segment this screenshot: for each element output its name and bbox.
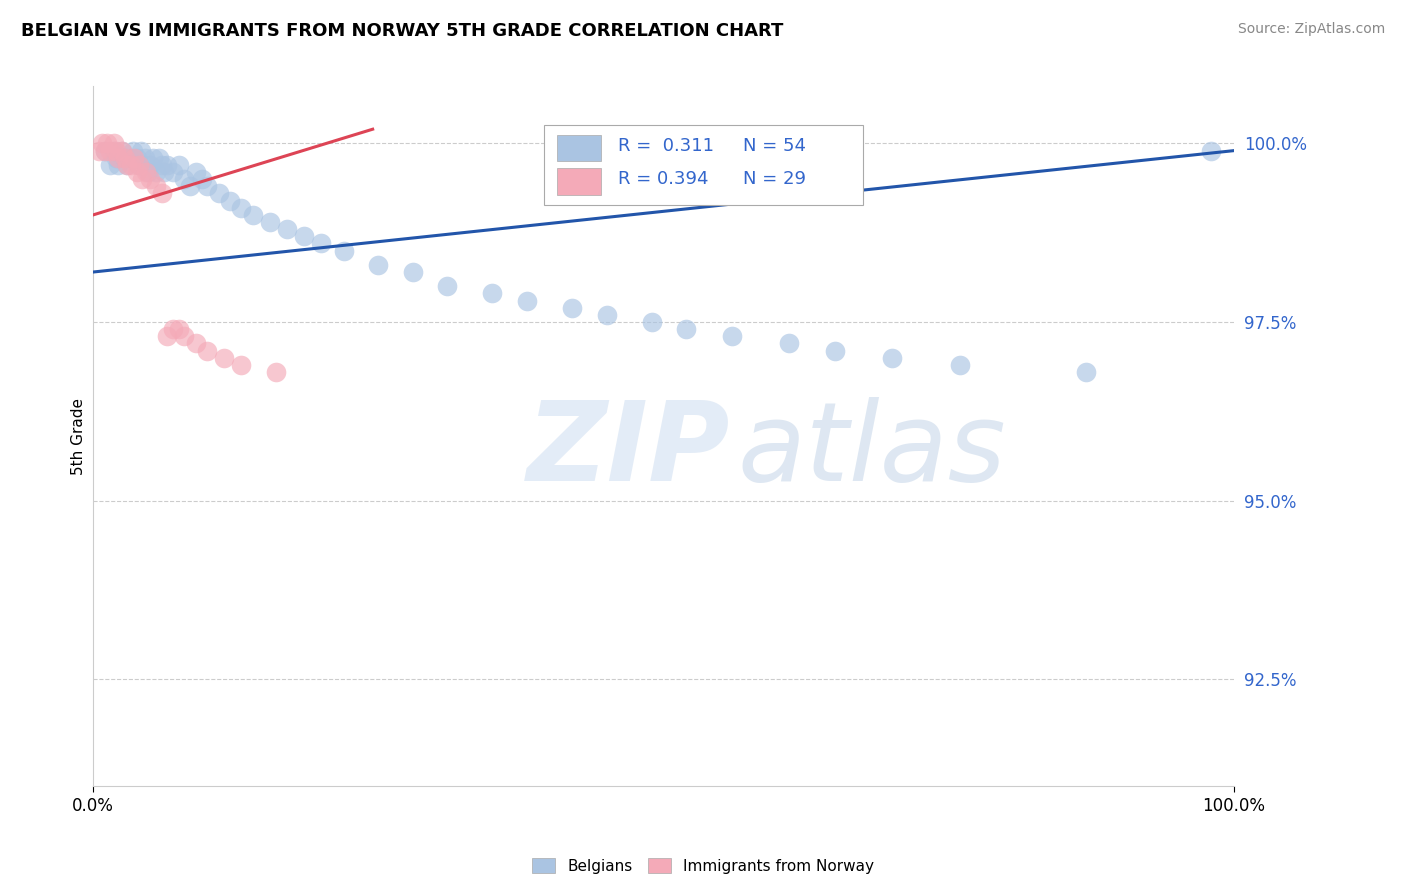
Point (122, 144, 145, 158)
Point (264, 365, 287, 379)
Point (91, 136, 114, 151)
Point (481, 286, 503, 301)
Point (167, 322, 190, 336)
Text: R =  0.311: R = 0.311 (617, 136, 714, 155)
Point (641, 315, 664, 329)
FancyBboxPatch shape (544, 125, 863, 205)
Point (561, 301, 583, 315)
Point (179, 179, 201, 194)
Point (141, 151, 163, 165)
Point (93, 144, 115, 158)
Point (111, 144, 134, 158)
Point (145, 165, 167, 179)
Point (162, 165, 184, 179)
Point (231, 358, 253, 372)
Point (103, 144, 125, 158)
Y-axis label: 5th Grade: 5th Grade (72, 398, 86, 475)
Point (98, 158, 121, 172)
Point (156, 329, 179, 343)
Point (173, 172, 195, 186)
Point (276, 222, 298, 236)
Text: Source: ZipAtlas.com: Source: ZipAtlas.com (1237, 22, 1385, 37)
Legend: Belgians, Immigrants from Norway: Belgians, Immigrants from Norway (526, 852, 880, 880)
Point (824, 343, 846, 358)
Point (134, 151, 156, 165)
Point (675, 322, 697, 336)
Bar (557, 169, 600, 194)
Point (111, 144, 134, 158)
Point (219, 194, 242, 208)
Point (120, 158, 142, 172)
Point (333, 244, 356, 258)
Point (118, 151, 141, 165)
Text: atlas: atlas (738, 397, 1007, 504)
Point (114, 151, 136, 165)
Point (129, 144, 152, 158)
Point (156, 158, 179, 172)
Point (231, 201, 253, 215)
Point (96, 136, 118, 151)
Text: ZIP: ZIP (527, 397, 730, 504)
Point (195, 179, 218, 194)
Point (401, 265, 423, 279)
Point (595, 308, 617, 322)
Bar (557, 135, 600, 161)
Point (114, 151, 136, 165)
Point (173, 329, 195, 343)
Point (184, 165, 207, 179)
Point (778, 336, 800, 351)
Point (128, 158, 150, 172)
Point (122, 151, 145, 165)
Point (150, 158, 173, 172)
Point (135, 165, 157, 179)
Point (949, 358, 972, 372)
Text: N = 29: N = 29 (744, 170, 807, 188)
Point (184, 336, 207, 351)
Point (259, 215, 281, 229)
Point (242, 208, 264, 222)
Point (136, 165, 159, 179)
Point (131, 172, 153, 186)
Point (105, 144, 128, 158)
Text: R = 0.394: R = 0.394 (617, 170, 709, 188)
Point (125, 151, 148, 165)
Point (128, 158, 150, 172)
Point (367, 258, 389, 272)
Point (107, 158, 129, 172)
Point (105, 151, 128, 165)
Point (107, 151, 129, 165)
Text: N = 54: N = 54 (744, 136, 807, 155)
Point (214, 351, 236, 365)
Point (721, 329, 744, 343)
Point (117, 158, 139, 172)
Point (87, 144, 110, 158)
Point (516, 293, 538, 308)
Point (148, 151, 170, 165)
Text: BELGIAN VS IMMIGRANTS FROM NORWAY 5TH GRADE CORRELATION CHART: BELGIAN VS IMMIGRANTS FROM NORWAY 5TH GR… (21, 22, 783, 40)
Point (195, 343, 218, 358)
Point (93, 144, 115, 158)
Point (153, 165, 176, 179)
Point (139, 158, 162, 172)
Point (162, 322, 184, 336)
Point (167, 158, 190, 172)
Point (145, 179, 167, 194)
Point (1199, 144, 1222, 158)
Point (190, 172, 212, 186)
Point (103, 136, 125, 151)
Point (125, 165, 148, 179)
Point (208, 186, 231, 201)
Point (98, 144, 121, 158)
Point (880, 351, 903, 365)
Point (436, 279, 458, 293)
Point (139, 172, 162, 186)
Point (1074, 365, 1097, 379)
Point (150, 186, 173, 201)
Point (311, 236, 333, 251)
Point (117, 158, 139, 172)
Point (292, 229, 315, 244)
